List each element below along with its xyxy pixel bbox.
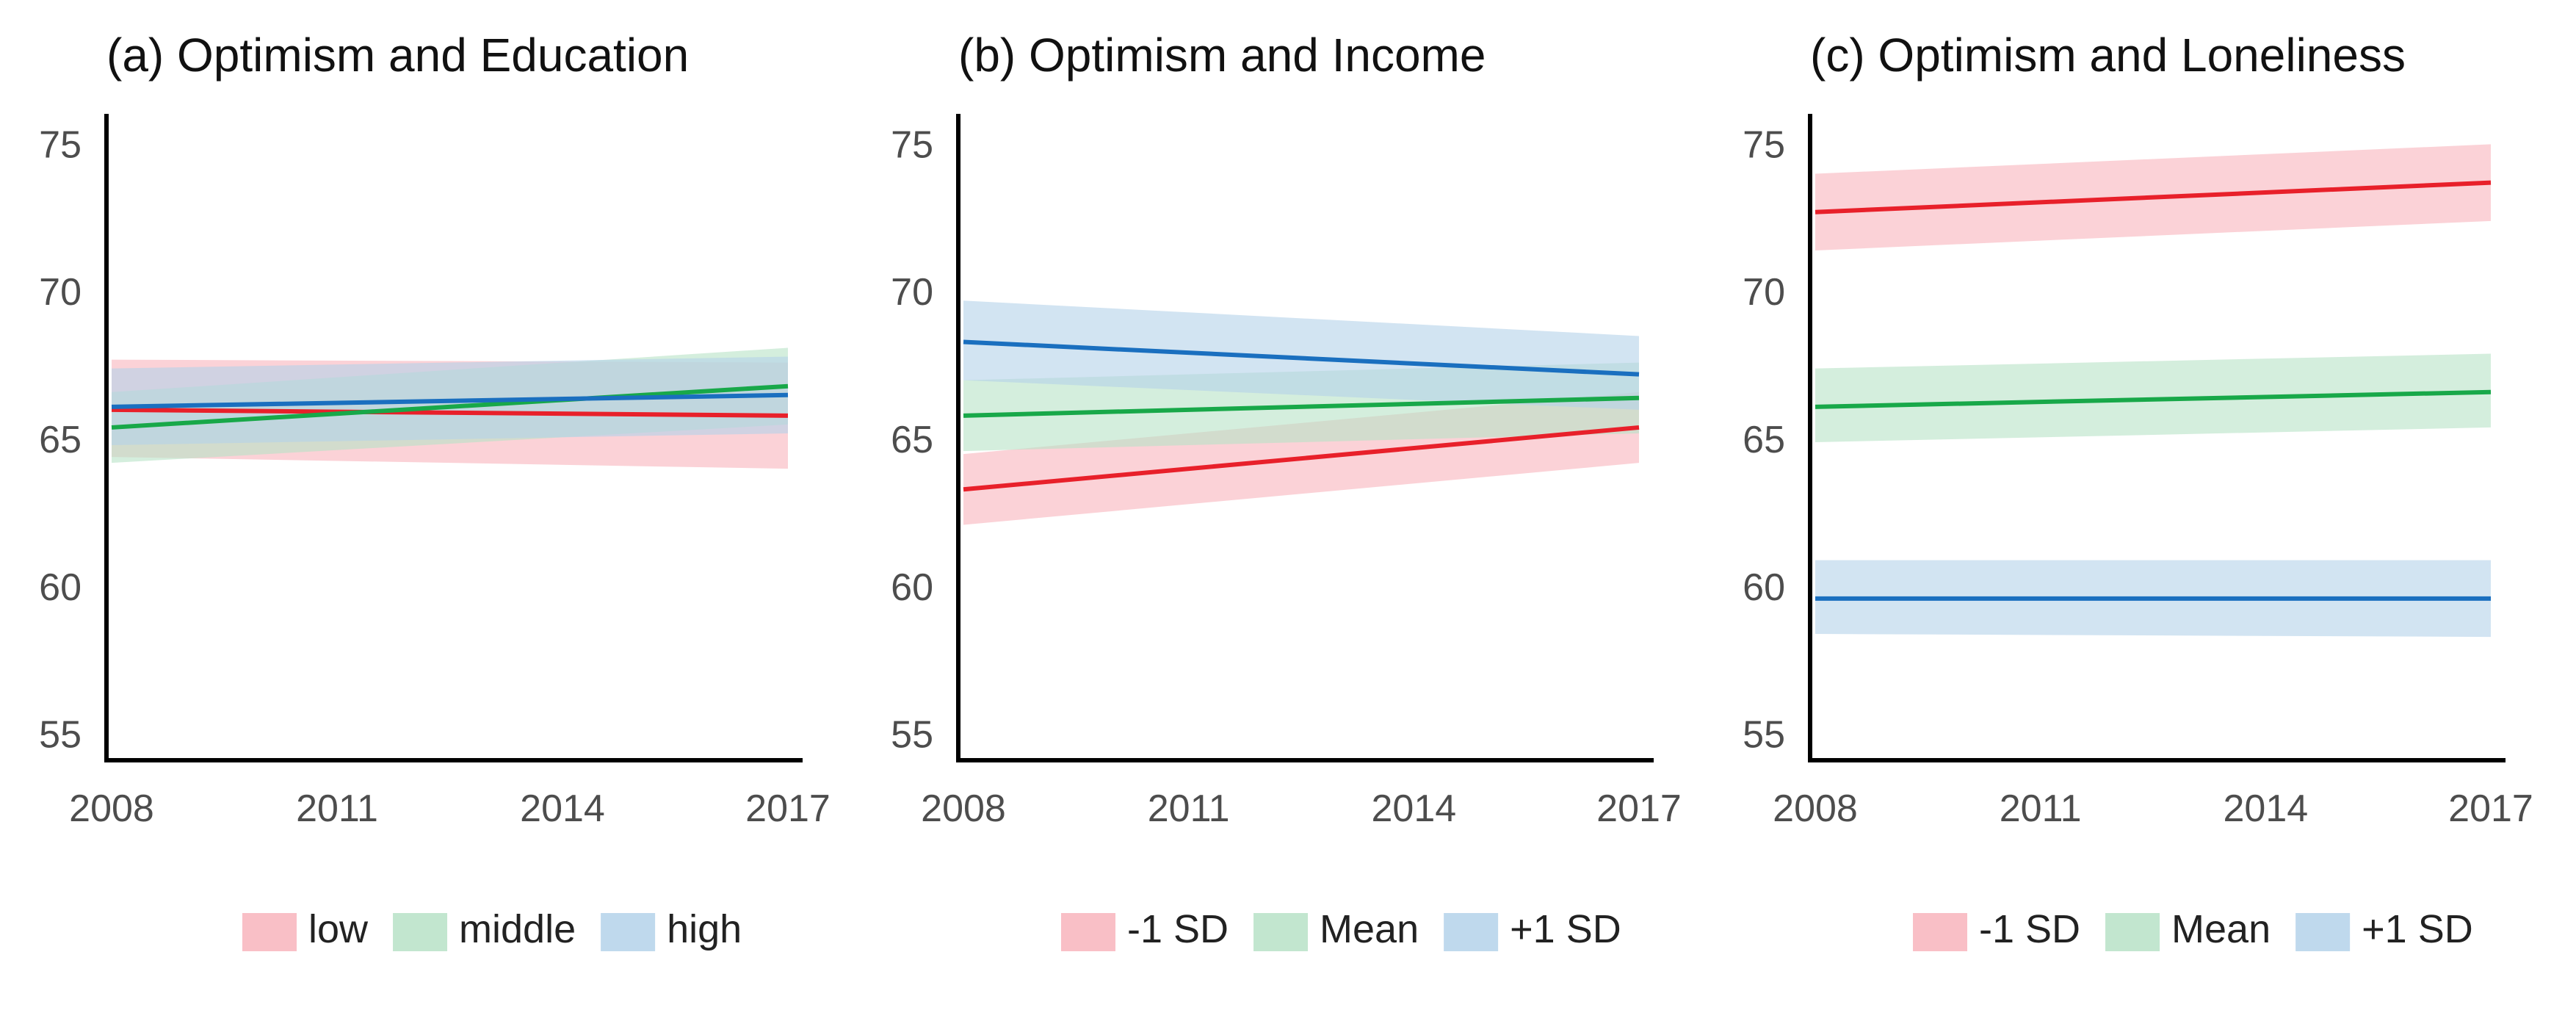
series-line-0 xyxy=(1815,180,2492,214)
x-tick-label: 2008 xyxy=(921,787,1006,830)
series-line-1 xyxy=(963,395,1640,418)
y-tick-label: 65 xyxy=(1743,419,1785,461)
y-tick-label: 70 xyxy=(1743,271,1785,314)
legend-label-1: Mean xyxy=(1320,907,1419,951)
x-tick-label: 2017 xyxy=(2448,787,2533,830)
y-tick-label: 65 xyxy=(39,419,82,461)
panel-title: (c) Optimism and Loneliness xyxy=(1810,29,2406,82)
y-tick-label: 60 xyxy=(1743,566,1785,609)
legend-swatch-0 xyxy=(242,913,297,951)
x-tick-label: 2017 xyxy=(1596,787,1682,830)
y-tick-label: 65 xyxy=(891,419,933,461)
legend-label-0: low xyxy=(308,907,369,951)
chart-panel-0: (a) Optimism and Education 55 60 65 70 75 2008… xyxy=(39,29,831,951)
y-tick-label: 75 xyxy=(891,123,933,166)
legend-label-0: -1 SD xyxy=(1979,907,2080,951)
chart-panel-2: (c) Optimism and Loneliness 55 60 65 70 75 200… xyxy=(1743,29,2533,951)
x-tick-label: 2011 xyxy=(296,787,378,830)
y-tick-label: 70 xyxy=(891,271,933,314)
y-tick-label: 55 xyxy=(1743,714,1785,757)
confidence-band-2 xyxy=(963,300,1639,410)
legend-swatch-1 xyxy=(1253,913,1309,951)
x-tick-label: 2014 xyxy=(520,787,605,830)
series-line-0 xyxy=(111,407,789,418)
y-tick-label: 70 xyxy=(39,271,82,314)
x-tick-label: 2017 xyxy=(745,787,831,830)
legend-label-2: +1 SD xyxy=(2362,907,2473,951)
legend-swatch-1 xyxy=(393,913,448,951)
legend-swatch-2 xyxy=(1444,913,1499,951)
y-tick-label: 75 xyxy=(39,123,82,166)
legend-label-2: high xyxy=(667,907,742,951)
x-tick-label: 2014 xyxy=(1371,787,1456,830)
y-tick-label: 55 xyxy=(891,714,933,757)
x-tick-label: 2014 xyxy=(2223,787,2308,830)
panel-title: (b) Optimism and Income xyxy=(958,29,1486,82)
y-tick-label: 60 xyxy=(891,566,933,609)
x-tick-label: 2011 xyxy=(1148,787,1230,830)
legend: -1 SD Mean +1 SD xyxy=(1061,907,1621,951)
series-line-2 xyxy=(111,392,789,409)
series-line-1 xyxy=(111,383,789,430)
panel-title: (a) Optimism and Education xyxy=(106,29,689,82)
x-tick-label: 2008 xyxy=(1773,787,1858,830)
x-tick-label: 2008 xyxy=(69,787,154,830)
x-tick-label: 2011 xyxy=(2000,787,2082,830)
y-tick-label: 60 xyxy=(39,566,82,609)
legend-label-0: -1 SD xyxy=(1127,907,1229,951)
y-tick-label: 75 xyxy=(1743,123,1785,166)
legend: low middle high xyxy=(242,907,742,951)
legend: -1 SD Mean +1 SD xyxy=(1913,907,2473,951)
legend-swatch-0 xyxy=(1061,913,1115,951)
y-tick-label: 55 xyxy=(39,714,82,757)
legend-swatch-0 xyxy=(1913,913,1967,951)
legend-label-1: Mean xyxy=(2171,907,2271,951)
chart-panel-1: (b) Optimism and Income 55 60 65 70 75 2008 201… xyxy=(891,29,1682,951)
series-line-0 xyxy=(963,425,1640,492)
legend-label-2: +1 SD xyxy=(1510,907,1621,951)
legend-swatch-2 xyxy=(601,913,656,951)
legend-label-1: middle xyxy=(459,907,576,951)
series-line-1 xyxy=(1815,389,2492,409)
legend-swatch-2 xyxy=(2295,913,2351,951)
series-line-2 xyxy=(963,339,1640,377)
legend-swatch-1 xyxy=(2105,913,2160,951)
